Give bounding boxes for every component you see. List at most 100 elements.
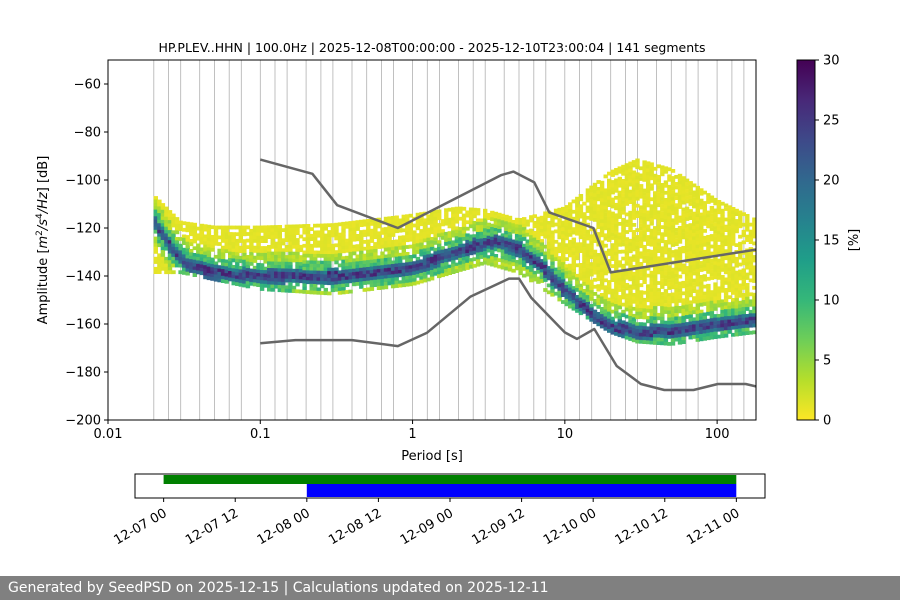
heatmap-cell (422, 275, 428, 280)
heatmap-cell (444, 211, 449, 216)
heatmap-cell (723, 305, 729, 310)
heatmap-cell (628, 228, 633, 233)
heatmap-cell (631, 306, 637, 311)
heatmap-cell (699, 233, 704, 238)
heatmap-cell (174, 240, 180, 245)
heatmap-cell (440, 256, 445, 261)
heatmap-cell (635, 238, 640, 243)
heatmap-cell (684, 210, 690, 214)
heatmap-cell (543, 234, 548, 239)
heatmap-cell (383, 285, 389, 290)
heatmap-cell (706, 242, 711, 246)
heatmap-cell (706, 336, 711, 341)
heatmap-cell (171, 256, 176, 261)
heatmap-cell (157, 223, 162, 227)
heatmap-cell (684, 276, 690, 281)
heatmap-cell (249, 258, 254, 263)
heatmap-cell (568, 263, 573, 268)
heatmap-cell (677, 306, 683, 310)
heatmap-cell (390, 216, 396, 220)
heatmap-cell (192, 256, 197, 261)
heatmap-cell (738, 217, 743, 222)
heatmap-cell (298, 244, 304, 249)
heatmap-cell (525, 252, 530, 257)
heatmap-cell (171, 246, 176, 251)
heatmap-cell (745, 324, 750, 329)
heatmap-cell (571, 216, 576, 221)
heatmap-cell (412, 244, 417, 248)
heatmap-cell (235, 278, 240, 283)
heatmap-cell (444, 248, 449, 253)
heatmap-cell (465, 266, 470, 270)
heatmap-cell (734, 329, 739, 333)
heatmap-cell (596, 312, 601, 316)
heatmap-cell (359, 247, 364, 251)
heatmap-cell (727, 243, 732, 248)
heatmap-cell (206, 260, 212, 264)
heatmap-cell (599, 275, 605, 280)
heatmap-cell (607, 252, 612, 256)
heatmap-cell (405, 231, 410, 236)
heatmap-cell (599, 187, 605, 192)
heatmap-cell (181, 251, 187, 255)
heatmap-cell (585, 215, 591, 220)
heatmap-cell (688, 318, 693, 322)
heatmap-cell (589, 286, 594, 291)
heatmap-cell (589, 304, 594, 308)
heatmap-cell (663, 169, 669, 174)
heatmap-cell (302, 267, 307, 271)
heatmap-cell (631, 247, 637, 252)
heatmap-cell (210, 247, 215, 252)
heatmap-cell (656, 334, 661, 338)
heatmap-cell (635, 165, 640, 170)
heatmap-cell (713, 261, 718, 266)
heatmap-cell (291, 285, 297, 290)
heatmap-cell (412, 254, 417, 259)
heatmap-cell (451, 257, 456, 261)
heatmap-cell (539, 265, 545, 270)
heatmap-cell (617, 222, 622, 226)
heatmap-cell (514, 230, 520, 235)
heatmap-cell (564, 291, 569, 296)
heatmap-cell (394, 263, 399, 268)
heatmap-cell (323, 287, 328, 292)
heatmap-cell (394, 246, 399, 251)
heatmap-cell (433, 216, 438, 221)
heatmap-cell (621, 224, 626, 229)
timeline-tick-label: 12-07 12 (183, 506, 241, 548)
heatmap-cell (642, 333, 647, 337)
heatmap-cell (302, 260, 307, 265)
heatmap-cell (245, 268, 251, 272)
heatmap-cell (376, 286, 382, 290)
heatmap-cell (235, 245, 240, 250)
heatmap-cell (160, 263, 166, 268)
heatmap-cell (752, 220, 756, 225)
heatmap-cell (224, 246, 229, 250)
heatmap-cell (646, 249, 651, 253)
heatmap-cell (592, 320, 598, 324)
heatmap-cell (653, 299, 658, 303)
heatmap-cell (383, 271, 389, 276)
heatmap-cell (206, 231, 212, 235)
heatmap-cell (695, 268, 700, 273)
heatmap-cell (688, 300, 693, 305)
heatmap-cell (695, 282, 700, 287)
heatmap-cell (366, 225, 371, 230)
heatmap-cell (628, 224, 633, 229)
heatmap-cell (447, 244, 452, 249)
heatmap-cell (674, 320, 679, 324)
heatmap-cell (309, 237, 314, 241)
heatmap-cell (653, 236, 658, 241)
heatmap-cell (206, 244, 212, 248)
heatmap-cell (716, 324, 722, 329)
heatmap-cell (539, 229, 545, 233)
heatmap-cell (490, 259, 495, 264)
heatmap-cell (220, 235, 226, 240)
heatmap-cell (667, 286, 672, 290)
heatmap-cell (461, 267, 467, 271)
heatmap-cell (157, 216, 162, 221)
heatmap-cell (653, 166, 658, 171)
heatmap-cell (731, 214, 736, 218)
heatmap-cell (199, 257, 205, 262)
heatmap-cell (408, 265, 413, 270)
